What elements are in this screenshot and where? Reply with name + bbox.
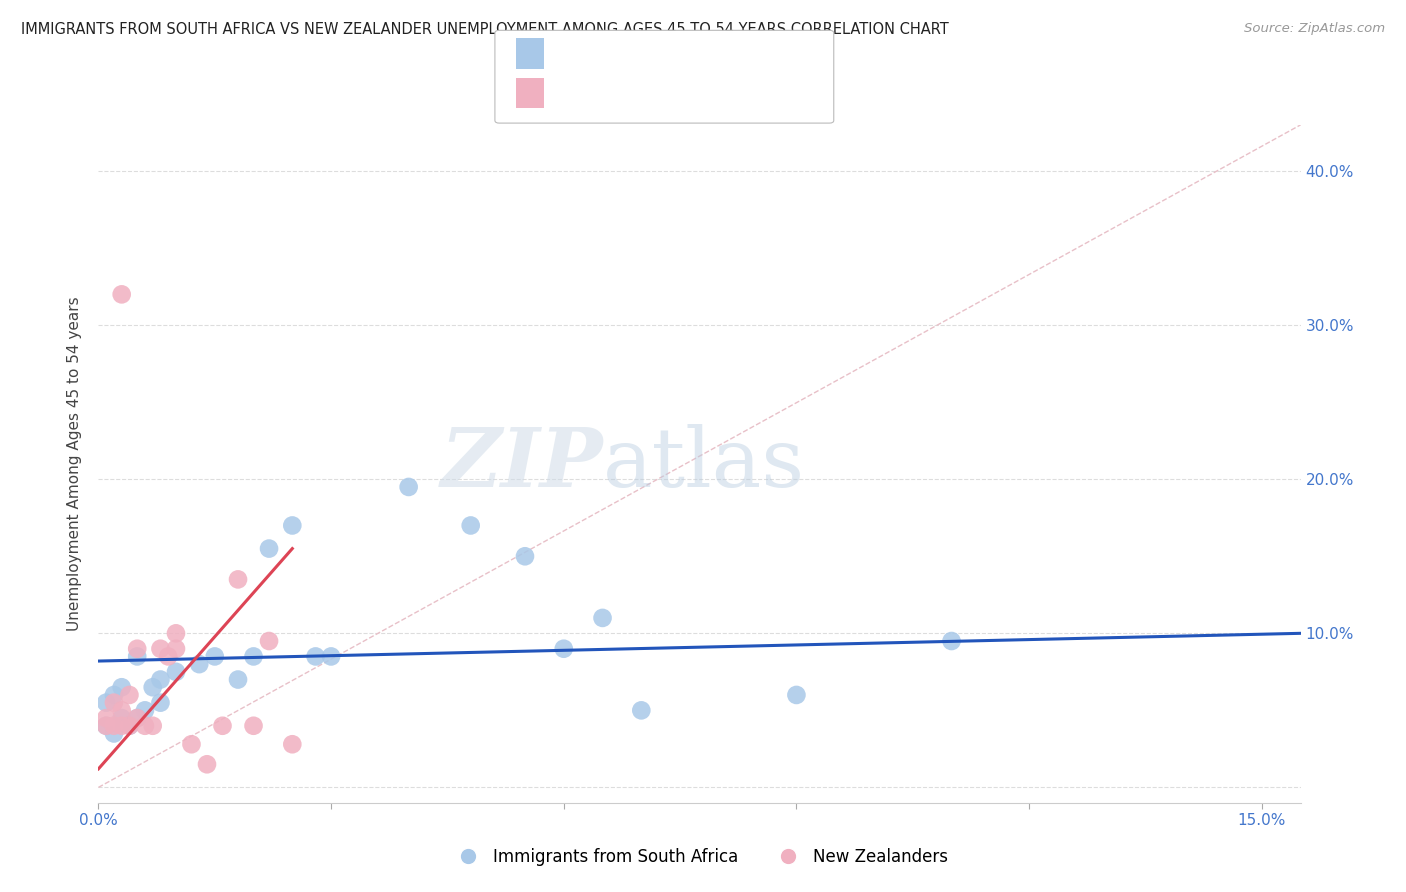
Point <box>630 703 652 717</box>
Point <box>149 673 172 687</box>
Point <box>111 719 134 733</box>
Point <box>257 541 280 556</box>
Point <box>211 719 233 733</box>
Legend: Immigrants from South Africa, New Zealanders: Immigrants from South Africa, New Zealan… <box>444 841 955 872</box>
Text: Source: ZipAtlas.com: Source: ZipAtlas.com <box>1244 22 1385 36</box>
Point <box>157 649 180 664</box>
Text: 20: 20 <box>696 46 718 61</box>
Point <box>785 688 807 702</box>
Point <box>103 726 125 740</box>
Point <box>96 719 118 733</box>
Point <box>142 719 165 733</box>
Text: 24: 24 <box>696 86 718 100</box>
Point <box>460 518 482 533</box>
Text: R =: R = <box>555 86 591 100</box>
Point <box>592 611 614 625</box>
Point <box>111 287 134 301</box>
Point <box>204 649 226 664</box>
Point <box>111 711 134 725</box>
Point <box>134 703 156 717</box>
Point <box>257 634 280 648</box>
Point <box>188 657 211 672</box>
Y-axis label: Unemployment Among Ages 45 to 54 years: Unemployment Among Ages 45 to 54 years <box>67 296 83 632</box>
Text: IMMIGRANTS FROM SOUTH AFRICA VS NEW ZEALANDER UNEMPLOYMENT AMONG AGES 45 TO 54 Y: IMMIGRANTS FROM SOUTH AFRICA VS NEW ZEAL… <box>21 22 949 37</box>
Point <box>127 711 149 725</box>
Point <box>96 719 118 733</box>
Point <box>127 711 149 725</box>
Point <box>513 549 536 564</box>
Text: N =: N = <box>661 86 697 100</box>
Text: N =: N = <box>661 46 697 61</box>
Point <box>242 719 264 733</box>
Point <box>165 626 187 640</box>
Text: R =: R = <box>555 46 591 61</box>
Point <box>553 641 575 656</box>
Point <box>118 688 141 702</box>
Point <box>142 680 165 694</box>
Point <box>195 757 218 772</box>
Point <box>165 641 187 656</box>
Point <box>319 649 342 664</box>
Point <box>103 688 125 702</box>
Point <box>127 649 149 664</box>
Point <box>149 696 172 710</box>
Text: 0.129: 0.129 <box>598 46 648 61</box>
Text: atlas: atlas <box>603 424 806 504</box>
Point <box>242 649 264 664</box>
Point <box>118 719 141 733</box>
Point <box>304 649 326 664</box>
Point <box>149 641 172 656</box>
Point <box>226 573 249 587</box>
Point <box>165 665 187 679</box>
Point <box>118 719 141 733</box>
Text: 0.357: 0.357 <box>598 86 648 100</box>
Text: ZIP: ZIP <box>440 424 603 504</box>
Point <box>398 480 420 494</box>
Point <box>941 634 963 648</box>
Point <box>103 696 125 710</box>
Point <box>127 641 149 656</box>
Point <box>96 711 118 725</box>
Point <box>111 703 134 717</box>
Point <box>180 737 202 751</box>
Point <box>226 673 249 687</box>
Point <box>96 696 118 710</box>
Point <box>134 719 156 733</box>
Point <box>111 680 134 694</box>
Point <box>103 719 125 733</box>
Point <box>281 518 304 533</box>
Point <box>281 737 304 751</box>
